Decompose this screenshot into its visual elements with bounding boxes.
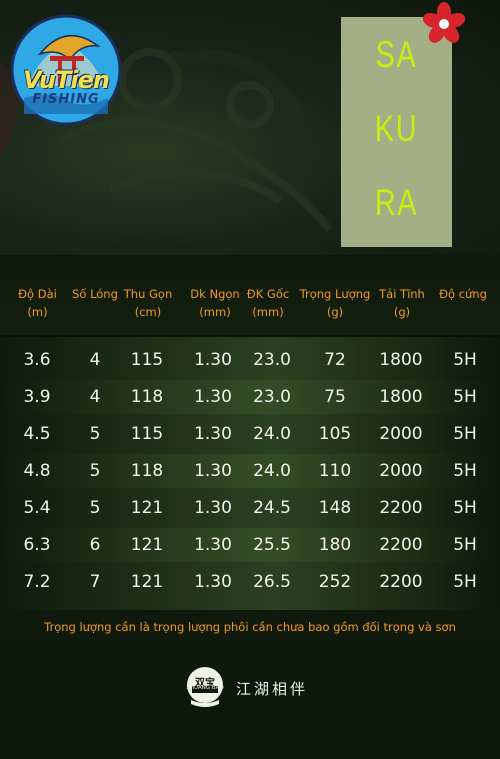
cell-hardness: 5H	[453, 572, 477, 592]
cell-length: 5.4	[23, 498, 51, 518]
cell-static-load: 1800	[379, 387, 423, 407]
header-weight: Trọng Lượng (g)	[299, 287, 371, 319]
sakura-flower-icon	[422, 2, 466, 43]
cell-butt-diameter: 23.0	[253, 350, 291, 370]
table-row: 4.8 5 118 1.30 24.0 110 2000 5H	[0, 454, 500, 488]
cell-butt-diameter: 25.5	[253, 535, 291, 555]
cell-butt-diameter: 24.5	[253, 498, 291, 518]
table-row: 7.2 7 121 1.30 26.5 252 2200 5H	[0, 565, 500, 599]
cell-closed-length: 118	[130, 461, 164, 481]
cell-length: 3.6	[23, 350, 51, 370]
cell-weight: 72	[324, 350, 346, 370]
badge-bottom-text: SHUANG BAO	[186, 685, 224, 691]
table-row: 3.9 4 118 1.30 23.0 75 1800 5H	[0, 380, 500, 414]
cell-weight: 105	[318, 424, 352, 444]
cell-length: 4.8	[23, 461, 51, 481]
cell-sections: 5	[89, 461, 101, 481]
cell-static-load: 2200	[379, 535, 423, 555]
header-divider	[0, 335, 500, 337]
cell-length: 7.2	[23, 572, 51, 592]
table-row: 5.4 5 121 1.30 24.5 148 2200 5H	[0, 491, 500, 525]
cell-tip-diameter: 1.30	[194, 498, 232, 518]
cell-butt-diameter: 24.0	[253, 461, 291, 481]
cell-weight: 148	[318, 498, 352, 518]
header-sections: Số Lóng	[72, 287, 118, 301]
cell-closed-length: 121	[130, 572, 164, 592]
vutien-fishing-logo	[10, 14, 122, 126]
cell-sections: 5	[89, 424, 101, 444]
cell-sections: 4	[89, 350, 101, 370]
table-row: 3.6 4 115 1.30 23.0 72 1800 5H	[0, 343, 500, 377]
cell-tip-diameter: 1.30	[194, 424, 232, 444]
cell-closed-length: 118	[130, 387, 164, 407]
table-row: 4.5 5 115 1.30 24.0 105 2000 5H	[0, 417, 500, 451]
table-header: Độ Dài (m) Số Lóng Thu Gọn (cm) Dk Ngọn (mm…	[0, 255, 500, 335]
title-line-1: SA	[375, 34, 418, 75]
cell-weight: 252	[318, 572, 352, 592]
cell-length: 4.5	[23, 424, 51, 444]
logo-text: VuTien	[23, 66, 110, 94]
background-art	[0, 48, 334, 233]
cell-hardness: 5H	[453, 535, 477, 555]
cell-sections: 5	[89, 498, 101, 518]
title-line-3: RA	[374, 182, 419, 223]
cell-length: 6.3	[23, 535, 51, 555]
note-band: Trọng lượng cần là trọng lượng phôi cần …	[0, 610, 500, 644]
cell-tip-diameter: 1.30	[194, 535, 232, 555]
cell-tip-diameter: 1.30	[194, 387, 232, 407]
header-butt-diameter: ĐK Gốc (mm)	[246, 287, 290, 319]
cell-hardness: 5H	[453, 387, 477, 407]
weight-note: Trọng lượng cần là trọng lượng phôi cần …	[44, 620, 456, 634]
cell-weight: 180	[318, 535, 352, 555]
cell-hardness: 5H	[453, 424, 477, 444]
cell-weight: 110	[318, 461, 352, 481]
badge-top-text: 双宝	[195, 678, 215, 689]
header-tip-diameter: Dk Ngọn (mm)	[190, 287, 240, 319]
footer: 双宝 SHUANG BAO 江湖相伴	[0, 644, 500, 759]
cell-tip-diameter: 1.30	[194, 572, 232, 592]
cell-weight: 75	[324, 387, 346, 407]
cell-closed-length: 115	[130, 424, 164, 444]
spec-table: Độ Dài (m) Số Lóng Thu Gọn (cm) Dk Ngọn (mm…	[0, 255, 500, 610]
table-row: 6.3 6 121 1.30 25.5 180 2200 5H	[0, 528, 500, 562]
header-closed-length: Thu Gọn (cm)	[123, 287, 173, 319]
cell-sections: 7	[89, 572, 101, 592]
cell-length: 3.9	[23, 387, 51, 407]
cell-tip-diameter: 1.30	[194, 461, 232, 481]
cell-butt-diameter: 26.5	[253, 572, 291, 592]
cell-butt-diameter: 23.0	[253, 387, 291, 407]
header-hardness: Độ cứng	[439, 287, 487, 301]
cell-static-load: 2200	[379, 572, 423, 592]
title-line-2: KU	[374, 108, 419, 149]
cell-tip-diameter: 1.30	[194, 350, 232, 370]
cell-closed-length: 121	[130, 535, 164, 555]
shuangbao-logo	[187, 667, 223, 707]
header-length: Độ Dài (m)	[18, 287, 57, 319]
cell-butt-diameter: 24.0	[253, 424, 291, 444]
cell-sections: 4	[89, 387, 101, 407]
cell-hardness: 5H	[453, 498, 477, 518]
cell-closed-length: 115	[130, 350, 164, 370]
cell-closed-length: 121	[130, 498, 164, 518]
cell-static-load: 2000	[379, 424, 423, 444]
logo-subtext: FISHING	[32, 92, 100, 107]
title-box	[341, 17, 452, 247]
brand-slogan: 江湖相伴	[236, 680, 309, 698]
cell-sections: 6	[89, 535, 101, 555]
header-static-load: Tải Tĩnh (g)	[379, 287, 425, 319]
banner: VuTien FISHING SA KU RA	[0, 0, 500, 255]
cell-hardness: 5H	[453, 461, 477, 481]
cell-hardness: 5H	[453, 350, 477, 370]
cell-static-load: 2200	[379, 498, 423, 518]
cell-static-load: 1800	[379, 350, 423, 370]
cell-static-load: 2000	[379, 461, 423, 481]
